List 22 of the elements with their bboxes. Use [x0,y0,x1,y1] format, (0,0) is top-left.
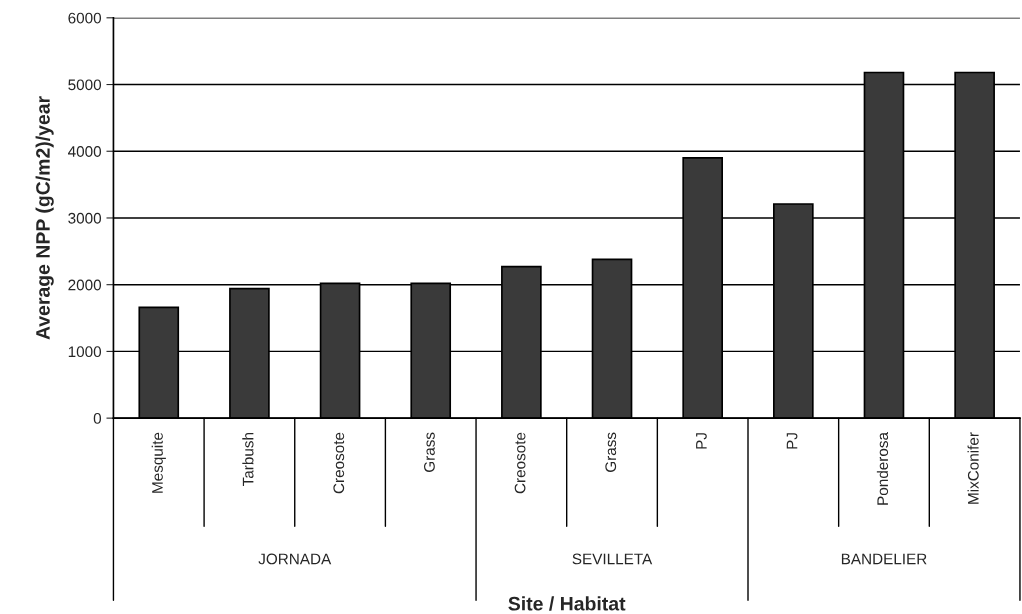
x-axis-title: Site / Habitat [508,596,626,611]
y-tick-label: 5000 [68,79,102,91]
y-tick-label: 1000 [68,346,102,358]
x-tick-label: PJ [786,433,798,449]
y-tick-label: 3000 [68,212,102,224]
x-tick-label: Creosote [333,432,345,494]
x-tick-label: Creosote [514,432,526,494]
y-tick-label: 2000 [68,279,102,291]
x-tick-label: Grass [424,432,435,472]
y-tick-label: 4000 [68,146,102,157]
x-tick-label: MixConifer [967,432,979,504]
x-tick-label: PJ [696,433,707,449]
text: JORNADA [258,553,332,565]
x-tick-label: Grass [605,432,617,472]
y-tick-label: 0 [93,413,102,424]
x-tick-label: Tarbush [242,433,254,487]
x-tick-label: Ponderosa [876,432,889,505]
y-tick-label: 6000 [68,12,102,24]
text: SEVILLETA [572,553,653,565]
text: BANDELIER [841,553,927,565]
y-axis-title: Average NPP (gC/m2)/year [35,96,54,340]
x-tick-label: Mesquite [151,432,166,493]
